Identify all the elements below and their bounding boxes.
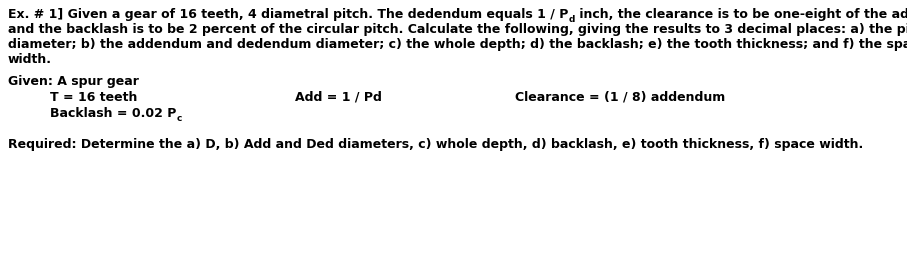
Text: Clearance = (1 / 8) addendum: Clearance = (1 / 8) addendum: [515, 91, 726, 104]
Text: and the backlash is to be 2 percent of the circular pitch. Calculate the followi: and the backlash is to be 2 percent of t…: [8, 23, 907, 36]
Text: Given: A spur gear: Given: A spur gear: [8, 75, 139, 88]
Text: Add = 1 / Pd: Add = 1 / Pd: [295, 91, 382, 104]
Text: diameter; b) the addendum and dedendum diameter; c) the whole depth; d) the back: diameter; b) the addendum and dedendum d…: [8, 38, 907, 51]
Text: Ex. # 1] Given a gear of 16 teeth, 4 diametral pitch. The dedendum equals 1 / P: Ex. # 1] Given a gear of 16 teeth, 4 dia…: [8, 8, 569, 21]
Text: width.: width.: [8, 53, 52, 66]
Text: Required: Determine the a) D, b) Add and Ded diameters, c) whole depth, d) backl: Required: Determine the a) D, b) Add and…: [8, 138, 863, 151]
Text: T = 16 teeth: T = 16 teeth: [50, 91, 137, 104]
Text: Backlash = 0.02 P: Backlash = 0.02 P: [50, 107, 176, 120]
Text: inch, the clearance is to be one-eight of the addendum,: inch, the clearance is to be one-eight o…: [575, 8, 907, 21]
Text: c: c: [176, 113, 181, 123]
Text: d: d: [569, 15, 575, 24]
